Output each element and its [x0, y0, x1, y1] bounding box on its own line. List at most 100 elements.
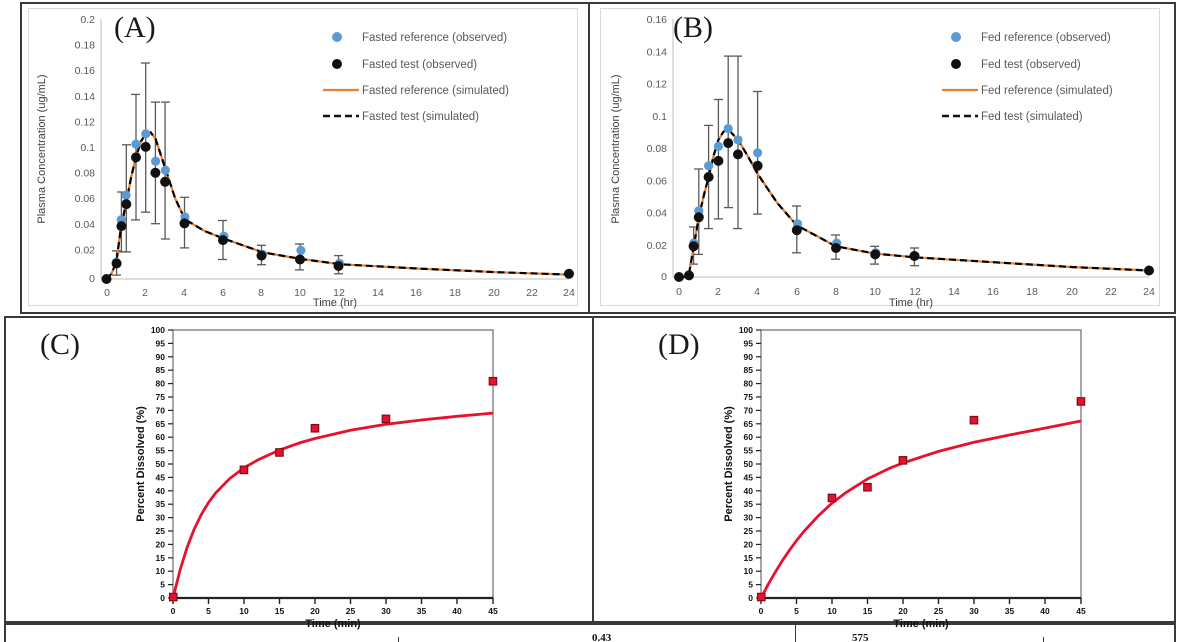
footer-value-right: 575: [852, 632, 869, 642]
panel-b-test-observed-points: [674, 138, 1154, 282]
svg-text:40: 40: [744, 486, 754, 496]
svg-text:6: 6: [794, 286, 800, 298]
legend-label-0: Fed reference (observed): [981, 32, 1111, 44]
svg-text:10: 10: [156, 566, 166, 576]
panel-b-test-simulated-line: [679, 127, 1150, 279]
panel-b: 0.16 0.14 0.12 0.1 0.08 0.06 0.04 0.02 0…: [600, 8, 1160, 309]
panel-a: 0.2 0.18 0.16 0.14 0.12 0.1 0.08 0.06 0.…: [28, 8, 578, 309]
svg-text:0.14: 0.14: [75, 91, 96, 103]
svg-text:4: 4: [181, 287, 187, 299]
svg-text:0.04: 0.04: [75, 219, 96, 231]
svg-text:20: 20: [1066, 286, 1078, 298]
figure-outer-frame: [20, 2, 1176, 314]
panel-a-test-observed-points: [101, 141, 574, 284]
svg-text:35: 35: [1005, 606, 1015, 616]
svg-text:0.18: 0.18: [75, 40, 96, 52]
panel-c-plot-frame: [172, 329, 494, 599]
panel-b-ylabel: Plasma Concentration (ug/mL): [610, 74, 622, 223]
svg-text:15: 15: [744, 553, 754, 563]
svg-text:85: 85: [744, 365, 754, 375]
panel-a-reference-observed-points: [101, 129, 574, 284]
svg-text:25: 25: [156, 526, 166, 536]
footer-divider-2: [795, 623, 796, 642]
svg-text:35: 35: [417, 606, 427, 616]
svg-text:5: 5: [794, 606, 799, 616]
legend-marker-reference-observed: [332, 32, 342, 42]
svg-text:75: 75: [156, 392, 166, 402]
svg-text:90: 90: [156, 352, 166, 362]
svg-text:50: 50: [744, 459, 754, 469]
svg-text:8: 8: [258, 287, 264, 299]
svg-text:15: 15: [275, 606, 285, 616]
svg-text:14: 14: [948, 286, 960, 298]
svg-text:40: 40: [452, 606, 462, 616]
svg-text:45: 45: [488, 606, 498, 616]
svg-text:70: 70: [156, 405, 166, 415]
svg-text:22: 22: [526, 287, 538, 299]
panel-b-error-bars: [689, 55, 919, 267]
legend-marker-reference-observed: [951, 32, 961, 42]
svg-text:0: 0: [160, 593, 165, 603]
svg-text:15: 15: [156, 553, 166, 563]
svg-text:45: 45: [744, 472, 754, 482]
panel-d-xlabel: Time (min): [893, 618, 949, 630]
panel-b-xlabel: Time (hr): [889, 297, 933, 309]
svg-text:20: 20: [744, 539, 754, 549]
panel-a-xlabel: Time (hr): [313, 297, 357, 309]
panel-a-error-bars: [112, 62, 343, 276]
svg-text:30: 30: [381, 606, 391, 616]
svg-text:0.1: 0.1: [652, 111, 667, 123]
panel-a-chart: 0.2 0.18 0.16 0.14 0.12 0.1 0.08 0.06 0.…: [36, 14, 575, 309]
legend-label-0: Fasted reference (observed): [362, 32, 507, 44]
svg-text:0.08: 0.08: [647, 143, 668, 155]
svg-text:55: 55: [744, 446, 754, 456]
svg-text:0: 0: [676, 286, 682, 298]
svg-text:20: 20: [488, 287, 500, 299]
panel-b-y-ticks: 0.16 0.14 0.12 0.1 0.08 0.06 0.04 0.02 0: [647, 14, 668, 283]
panel-d-plot-frame: [760, 329, 1082, 599]
panel-c-ylabel: Percent Dissolved (%): [135, 406, 147, 522]
svg-text:0.06: 0.06: [647, 175, 668, 187]
svg-text:0.02: 0.02: [75, 244, 96, 256]
svg-text:20: 20: [156, 539, 166, 549]
panel-c-fit-curve: [171, 411, 494, 599]
svg-text:0.08: 0.08: [75, 168, 96, 180]
svg-text:35: 35: [744, 499, 754, 509]
column-divider-bottom: [592, 316, 594, 623]
svg-text:95: 95: [156, 338, 166, 348]
svg-text:0: 0: [89, 273, 95, 285]
svg-text:30: 30: [156, 513, 166, 523]
svg-text:60: 60: [156, 432, 166, 442]
panel-c: 100 95 90 85 80 75 70 65 60 55 50 45 40 35 30 25 20…: [10, 322, 588, 630]
svg-text:0: 0: [759, 606, 764, 616]
panel-d-fit-curve: [759, 419, 1082, 599]
svg-text:80: 80: [744, 379, 754, 389]
svg-text:65: 65: [744, 419, 754, 429]
svg-text:45: 45: [1076, 606, 1086, 616]
svg-text:10: 10: [827, 606, 837, 616]
footer-value-left: 0.43: [592, 632, 612, 642]
legend-marker-test-observed: [951, 59, 961, 69]
svg-text:0.14: 0.14: [647, 46, 668, 58]
column-divider-top: [588, 2, 590, 314]
svg-text:0: 0: [104, 287, 110, 299]
svg-text:18: 18: [449, 287, 461, 299]
footer-table-row: [4, 623, 1176, 642]
panel-a-letter: (A): [114, 11, 156, 44]
svg-text:18: 18: [1026, 286, 1038, 298]
svg-text:25: 25: [346, 606, 356, 616]
svg-text:20: 20: [310, 606, 320, 616]
svg-text:100: 100: [151, 325, 165, 335]
svg-text:16: 16: [410, 287, 422, 299]
svg-text:25: 25: [934, 606, 944, 616]
svg-text:22: 22: [1105, 286, 1117, 298]
svg-text:0.04: 0.04: [647, 208, 668, 220]
svg-text:0.2: 0.2: [80, 14, 95, 26]
svg-text:25: 25: [744, 526, 754, 536]
svg-text:5: 5: [160, 580, 165, 590]
